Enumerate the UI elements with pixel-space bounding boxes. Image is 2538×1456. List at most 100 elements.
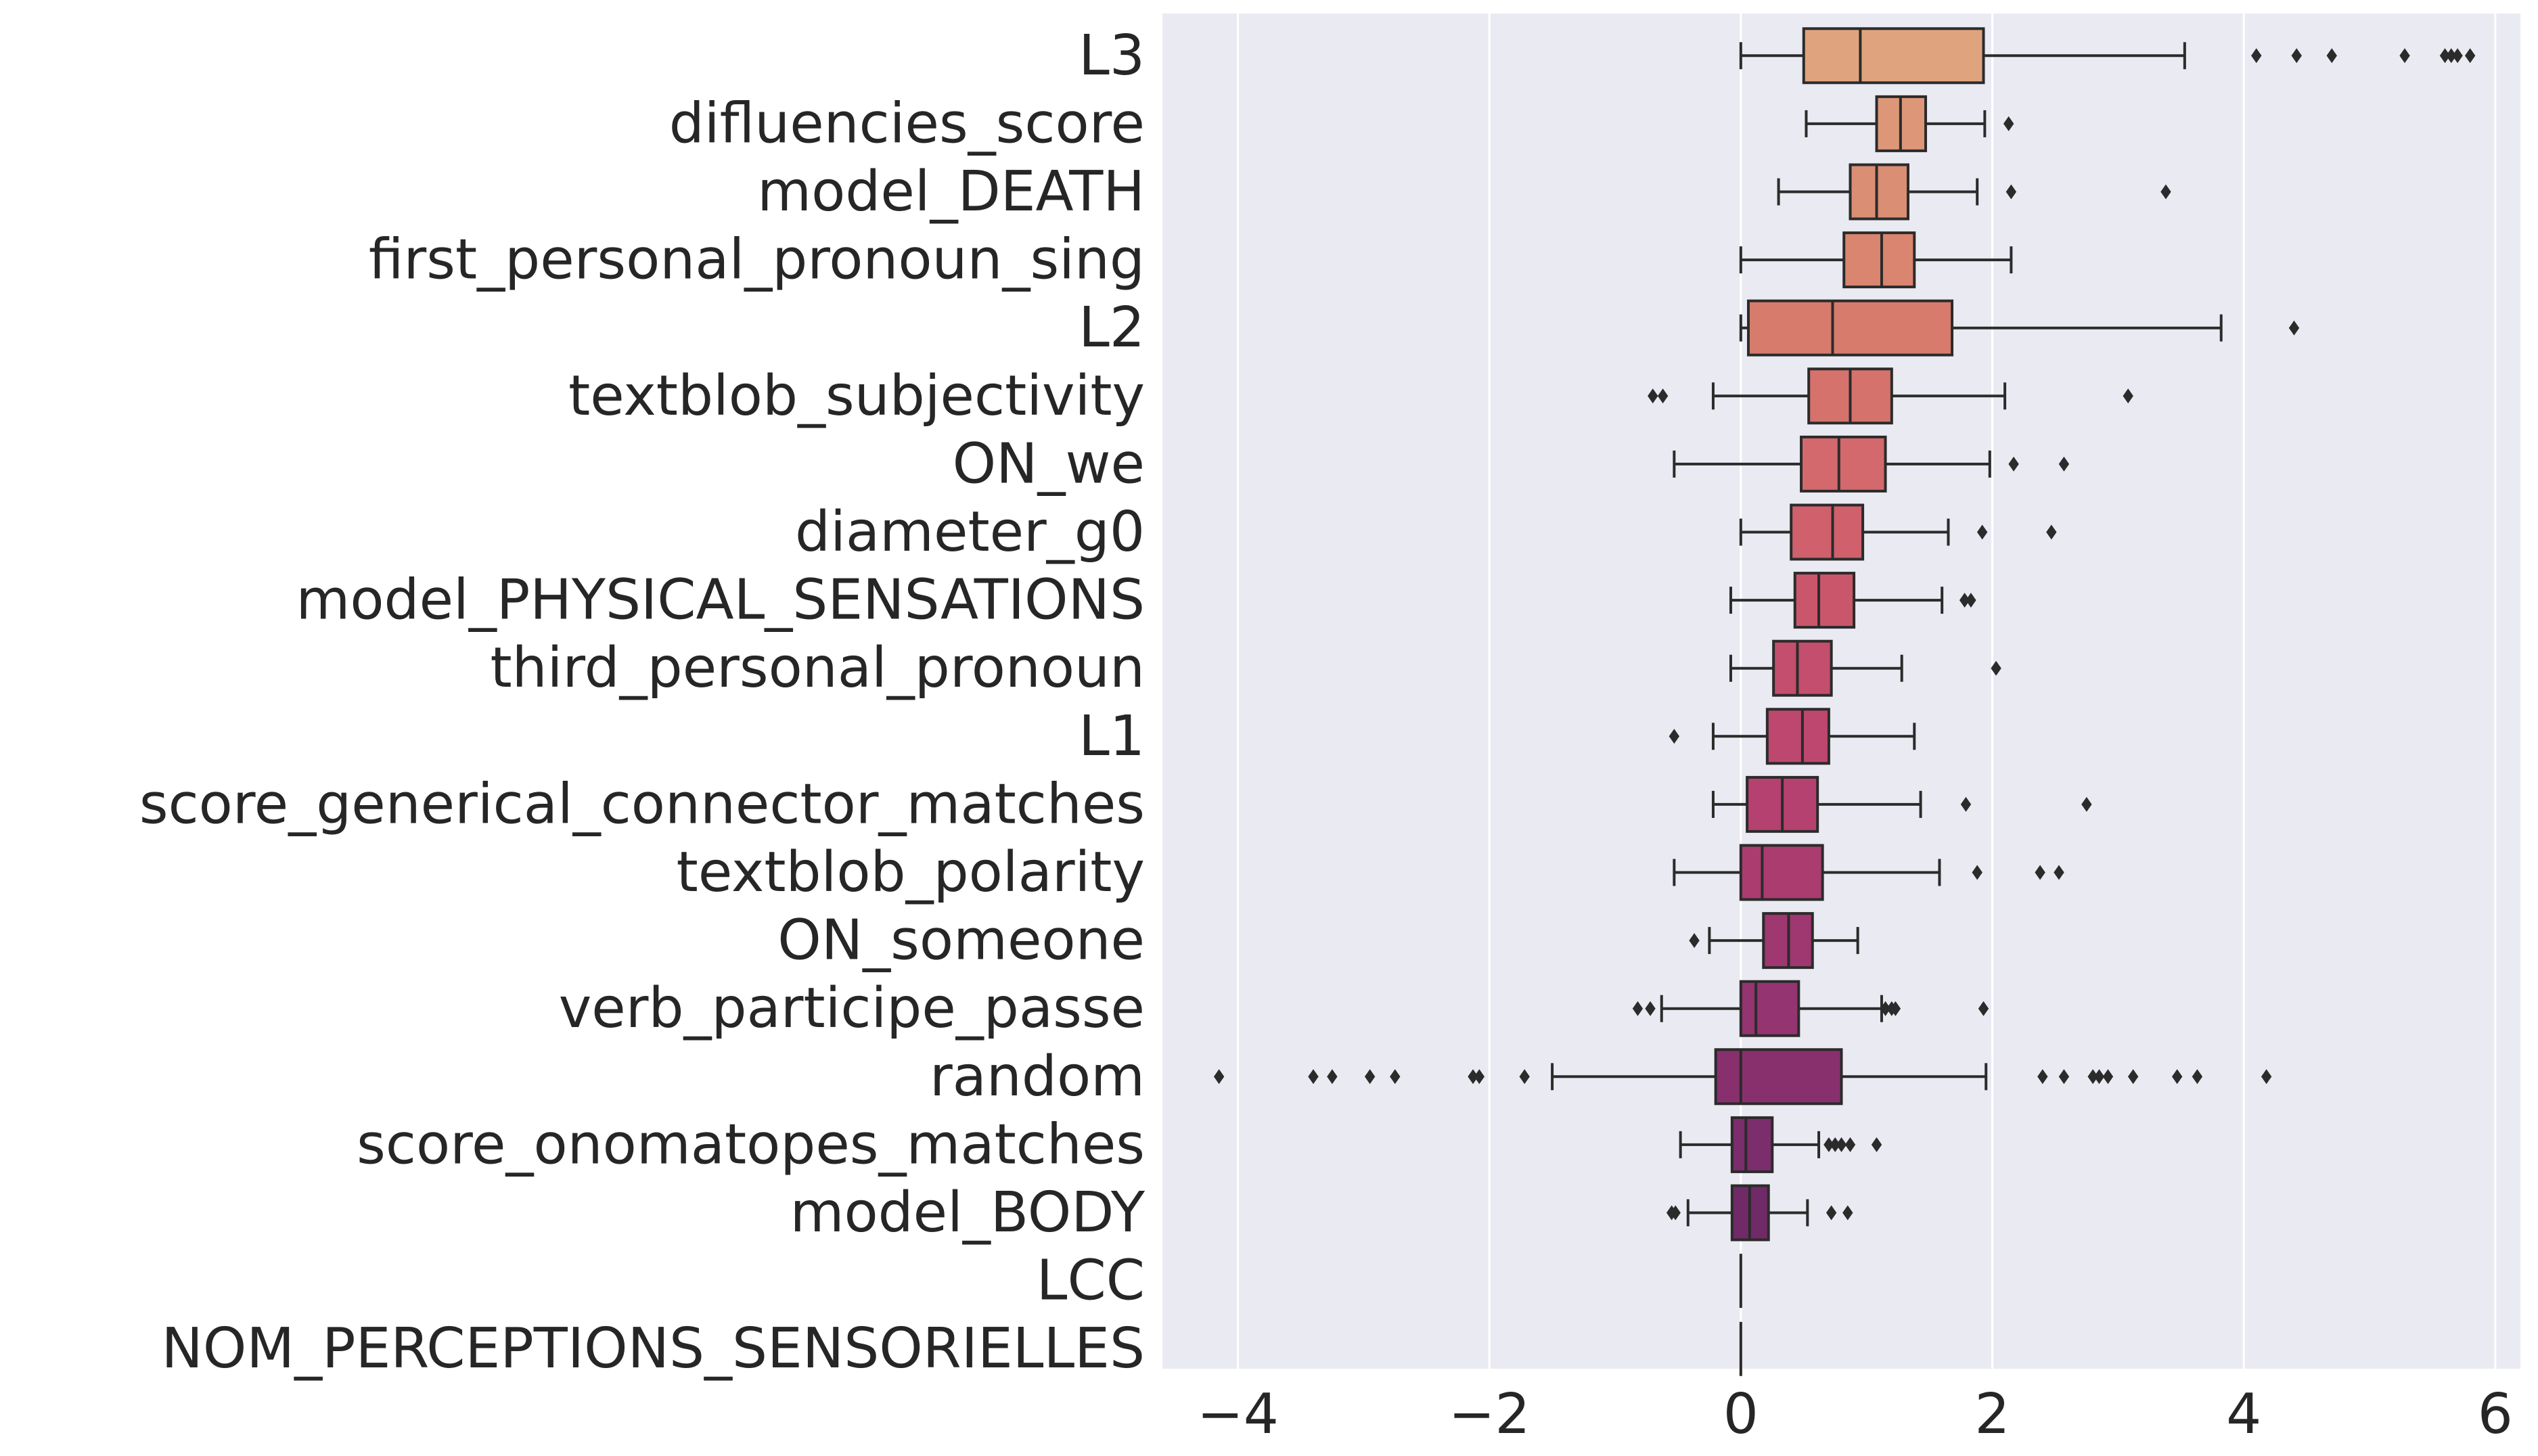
outlier-point	[2291, 48, 2302, 64]
iqr-box	[1790, 503, 1865, 561]
outlier-point	[2008, 456, 2019, 472]
iqr-box	[1849, 163, 1909, 221]
outlier-point	[1826, 1205, 1837, 1221]
iqr-box	[1730, 1116, 1774, 1173]
category-label: LCC	[1037, 1249, 1145, 1313]
category-label: L3	[1079, 24, 1145, 88]
outlier-point	[2054, 865, 2064, 880]
x-tick-label: −4	[1197, 1382, 1279, 1447]
iqr-box	[1765, 708, 1830, 765]
box-model_PHYSICAL_SENSATIONS	[1729, 572, 1976, 629]
outlier-point	[1830, 1137, 1840, 1152]
outlier-point	[2251, 48, 2262, 64]
outlier-point	[2081, 796, 2092, 812]
outlier-point	[2452, 48, 2463, 64]
x-tick-labels: −4 −2 0 2 4 6	[1197, 1382, 2513, 1447]
outlier-point	[1966, 593, 1976, 608]
outlier-point	[2037, 1069, 2048, 1085]
category-label: verb_participe_passe	[559, 976, 1145, 1041]
outlier-point	[1327, 1069, 1338, 1085]
outlier-point	[1978, 1001, 1989, 1016]
outlier-point	[1670, 1205, 1681, 1221]
outlier-point	[2093, 1069, 2105, 1085]
outlier-point	[2326, 48, 2337, 64]
box-ON_we	[1673, 435, 2070, 493]
box-series	[1213, 27, 2476, 1376]
outlier-point	[2160, 184, 2171, 200]
outlier-point	[1657, 388, 1669, 404]
category-label: model_PHYSICAL_SENSATIONS	[296, 568, 1145, 633]
category-label: ON_someone	[777, 909, 1145, 973]
box-ON_someone	[1689, 912, 1859, 970]
category-label: textblob_subjectivity	[568, 364, 1145, 428]
category-label: NOM_PERCEPTIONS_SENSORIELLES	[162, 1317, 1146, 1381]
outlier-point	[2058, 1069, 2070, 1085]
iqr-box	[1772, 639, 1833, 697]
grid-lines	[1237, 14, 2497, 1369]
outlier-point	[1648, 388, 1658, 404]
x-tick-label: −2	[1449, 1382, 1531, 1447]
x-tick-label: 0	[1723, 1382, 1759, 1447]
outlier-point	[2087, 1069, 2098, 1085]
iqr-box	[1842, 231, 1916, 289]
iqr-box	[1800, 435, 1887, 493]
box-score_generical_connector_matches	[1711, 775, 2092, 833]
outlier-point	[2171, 1069, 2183, 1085]
outlier-point	[1890, 1001, 1901, 1016]
box-L3	[1739, 27, 2476, 85]
outlier-point	[1468, 1069, 1478, 1085]
outlier-point	[2102, 1069, 2114, 1085]
box-L2	[1739, 299, 2300, 357]
category-label: difluencies_score	[669, 91, 1145, 156]
outlier-point	[1836, 1137, 1847, 1152]
outlier-point	[2192, 1069, 2203, 1085]
box-L1	[1669, 708, 1916, 765]
outlier-point	[1871, 1137, 1882, 1152]
outlier-point	[1972, 865, 1982, 880]
outlier-point	[2399, 48, 2410, 64]
outlier-point	[1959, 593, 1970, 608]
outlier-point	[1960, 796, 1972, 812]
box-model_BODY	[1666, 1184, 1853, 1242]
category-label: L1	[1079, 704, 1145, 769]
outlier-point	[1632, 1001, 1644, 1016]
x-tick-label: 4	[2226, 1382, 2261, 1447]
outlier-point	[1669, 729, 1680, 744]
category-label: model_BODY	[790, 1181, 1146, 1245]
outlier-point	[2439, 48, 2451, 64]
iqr-box	[1739, 844, 1824, 901]
category-label: score_onomatopes_matches	[357, 1112, 1145, 1177]
outlier-point	[1976, 524, 1988, 540]
outlier-point	[2003, 116, 2014, 131]
category-label: model_DEATH	[757, 160, 1145, 224]
outlier-point	[2058, 456, 2070, 472]
box-textblob_polarity	[1673, 844, 2064, 901]
category-label: L2	[1079, 296, 1145, 360]
box-diameter_g0	[1739, 503, 2057, 561]
category-label: ON_we	[953, 432, 1145, 496]
category-label: third_personal_pronoun	[490, 636, 1145, 700]
outlier-point	[2123, 388, 2133, 404]
outlier-point	[1474, 1069, 1485, 1085]
iqr-box	[1739, 980, 1800, 1037]
plot-background	[1162, 14, 2520, 1369]
outlier-point	[1519, 1069, 1530, 1085]
outlier-point	[1213, 1069, 1225, 1085]
category-labels: L3difluencies_scoremodel_DEATHfirst_pers…	[139, 24, 1146, 1381]
iqr-box	[1802, 27, 1985, 85]
outlier-point	[2035, 865, 2045, 880]
outlier-point	[1390, 1069, 1401, 1085]
category-label: diameter_g0	[795, 500, 1145, 564]
box-first_personal_pronoun_sing	[1739, 231, 2013, 289]
outlier-point	[2288, 320, 2300, 336]
outlier-point	[1844, 1137, 1856, 1152]
category-label: score_generical_connector_matches	[139, 772, 1145, 836]
outlier-point	[2127, 1069, 2139, 1085]
outlier-point	[1364, 1069, 1376, 1085]
outlier-point	[2046, 524, 2057, 540]
outlier-point	[2464, 48, 2476, 64]
outlier-point	[1645, 1001, 1656, 1016]
box-third_personal_pronoun	[1729, 639, 2001, 697]
outlier-point	[2261, 1069, 2272, 1085]
